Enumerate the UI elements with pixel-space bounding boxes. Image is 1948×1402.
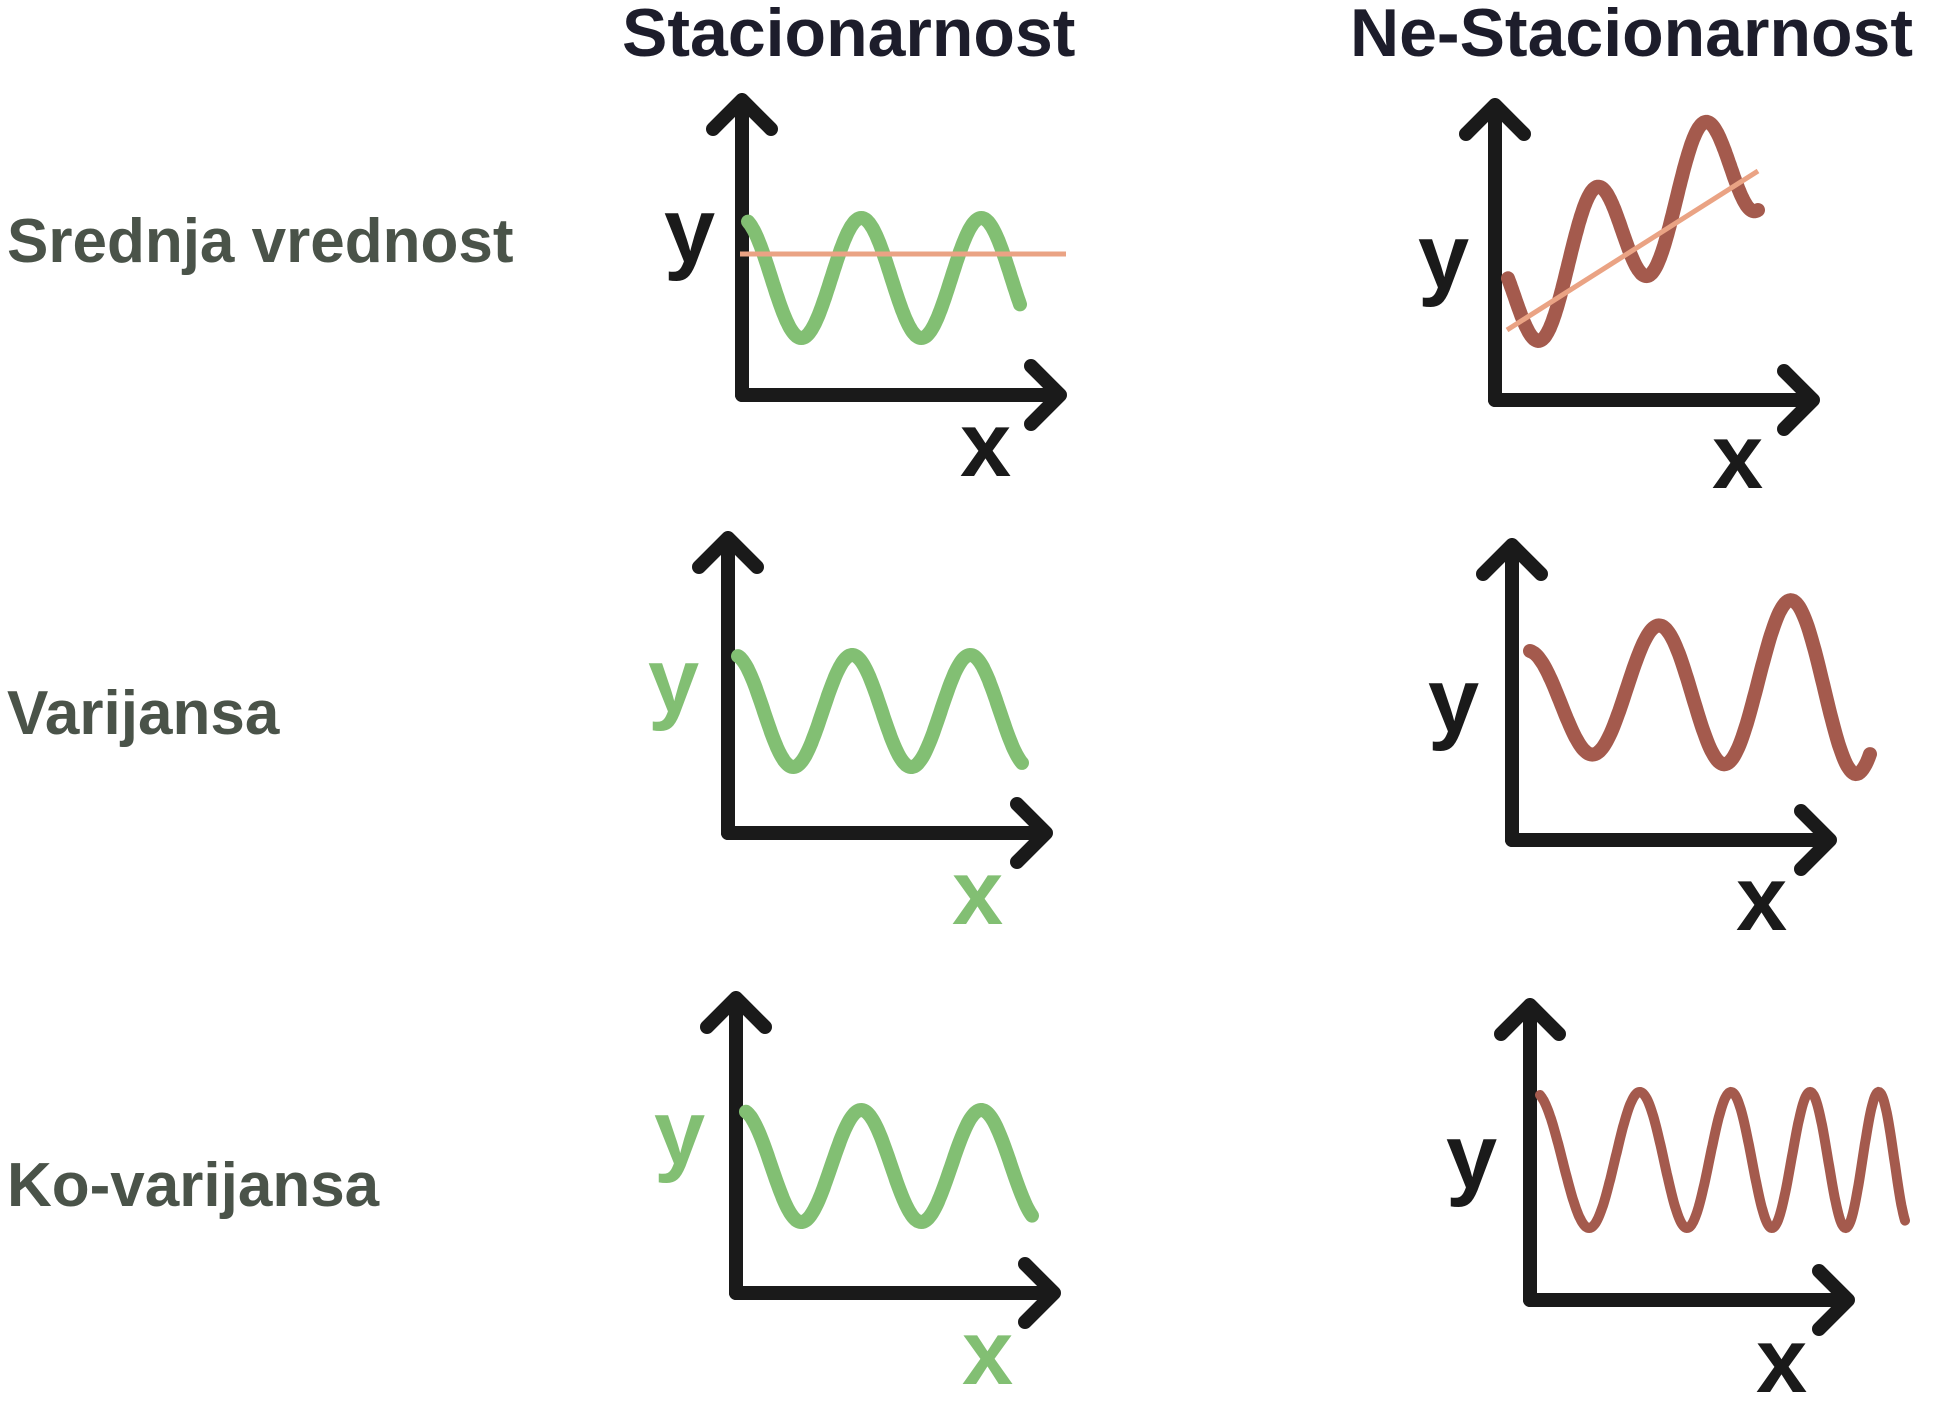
panel-stationary-variance: y x bbox=[648, 538, 1046, 944]
panel-non-stationary-mean: y x bbox=[1418, 105, 1813, 508]
panel-non-stationary-covariance: y x bbox=[1446, 1005, 1910, 1402]
panel-stationary-mean: y x bbox=[664, 100, 1066, 496]
stationary-variance-curve bbox=[731, 647, 1029, 775]
x-axis-label: x bbox=[1736, 848, 1787, 950]
panel-stationary-covariance: y x bbox=[654, 998, 1054, 1402]
x-axis-label: x bbox=[1756, 1310, 1807, 1402]
panel-non-stationary-variance: y x bbox=[1428, 545, 1877, 950]
column-header-non-stationary: Ne-Stacionarnost bbox=[1350, 0, 1913, 71]
y-axis-label: y bbox=[1446, 1106, 1497, 1208]
y-axis-label: y bbox=[1428, 650, 1479, 752]
x-axis-label: x bbox=[962, 1302, 1013, 1402]
x-axis-label: x bbox=[960, 394, 1011, 496]
axes-arrows bbox=[1483, 545, 1830, 869]
row-label-covariance: Ko-varijansa bbox=[7, 1151, 380, 1220]
y-axis-label: y bbox=[654, 1082, 705, 1184]
non-stationary-covariance-curve bbox=[1535, 1086, 1910, 1234]
column-header-stationary: Stacionarnost bbox=[622, 0, 1076, 71]
x-axis-label: x bbox=[952, 842, 1003, 944]
stationary-covariance-curve bbox=[739, 1102, 1039, 1230]
y-axis-label: y bbox=[664, 180, 715, 282]
x-axis-label: x bbox=[1712, 406, 1763, 508]
non-stationary-variance-curve bbox=[1523, 593, 1877, 782]
trend-line bbox=[1505, 168, 1760, 333]
non-stationary-mean-curve bbox=[1501, 114, 1765, 348]
row-label-mean: Srednja vrednost bbox=[7, 207, 514, 276]
y-axis-label: y bbox=[1418, 206, 1469, 308]
y-axis-label: y bbox=[648, 630, 699, 732]
row-label-variance: Varijansa bbox=[7, 679, 280, 748]
axes-arrows bbox=[1501, 1005, 1848, 1329]
stationary-mean-curve bbox=[741, 210, 1027, 346]
